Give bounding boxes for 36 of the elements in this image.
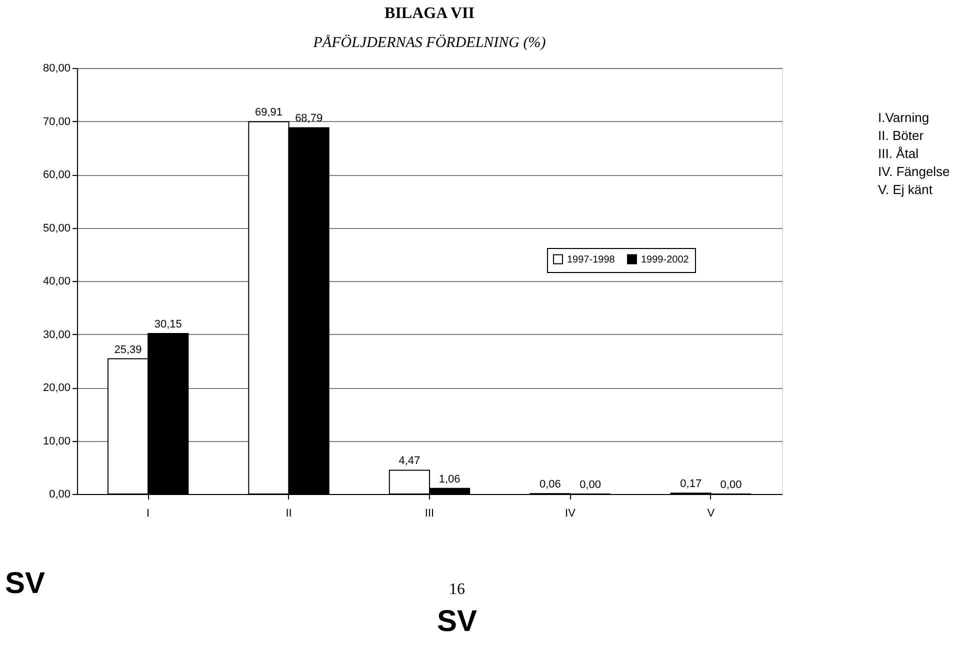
- chart-title: BILAGA VII: [384, 5, 474, 22]
- data-label: 25,39: [114, 344, 142, 356]
- data-label: 69,91: [254, 106, 282, 119]
- text: II. Böter: [878, 128, 924, 143]
- y-tick-label: 60,00: [42, 169, 70, 181]
- text: SV: [436, 605, 478, 638]
- text: III. Åtal: [878, 146, 919, 161]
- y-tick-label: 40,00: [42, 276, 70, 288]
- y-tick-label: 80,00: [42, 62, 70, 74]
- text: 16: [449, 581, 465, 598]
- x-tick-label: IV: [565, 508, 576, 520]
- text: IV. Fängelse: [878, 164, 950, 179]
- legend-label: 1997-1998: [567, 254, 616, 266]
- text: I.Varning: [878, 110, 930, 125]
- data-label: 0,00: [720, 479, 742, 491]
- y-tick-label: 20,00: [42, 382, 70, 394]
- x-tick-label: V: [707, 508, 716, 520]
- legend-label: 1999-2002: [641, 254, 690, 266]
- x-tick-label: I: [146, 508, 150, 520]
- data-label: 0,06: [539, 478, 561, 491]
- data-label: 30,15: [154, 318, 182, 330]
- text: V. Ej känt: [878, 182, 933, 197]
- data-label: 0,00: [580, 479, 601, 491]
- y-tick-label: 0,00: [49, 488, 70, 500]
- text: SV: [5, 567, 46, 600]
- y-tick-label: 70,00: [42, 116, 70, 128]
- y-tick-label: 10,00: [42, 435, 70, 448]
- data-label: 0,17: [680, 478, 702, 490]
- y-tick-label: 30,00: [42, 328, 70, 341]
- data-label: 68,79: [295, 112, 323, 125]
- x-tick-label: III: [424, 508, 434, 520]
- x-tick-label: II: [286, 508, 292, 520]
- chart-subtitle: PÅFÖLJDERNAS FÖRDELNING (%): [312, 34, 546, 51]
- data-label: 1,06: [438, 473, 460, 486]
- data-label: 4,47: [398, 455, 420, 468]
- y-tick-label: 50,00: [42, 222, 70, 234]
